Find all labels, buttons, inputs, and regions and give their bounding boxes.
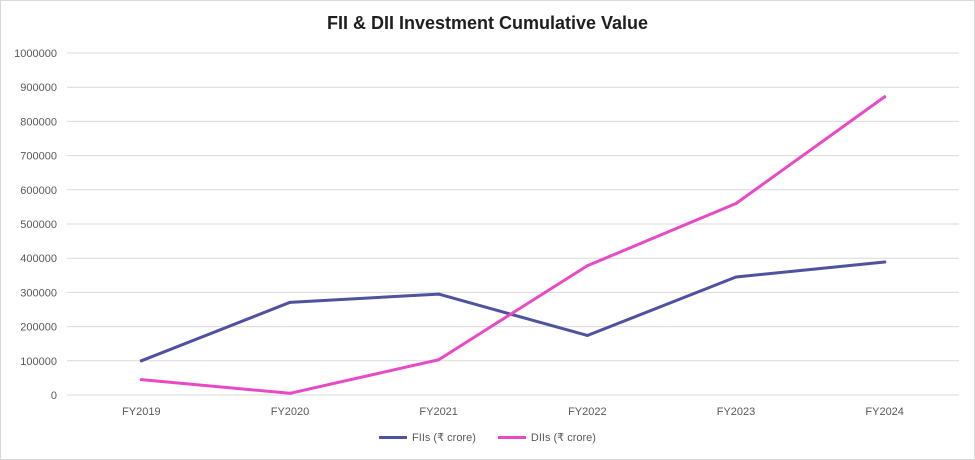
data-point (585, 333, 589, 337)
x-tick-label: FY2023 (717, 406, 756, 418)
y-tick-label: 0 (51, 390, 57, 402)
series-line-diis (139, 95, 887, 395)
x-tick-label: FY2024 (865, 406, 904, 418)
y-tick-label: 300000 (20, 287, 57, 299)
y-tick-label: 200000 (20, 322, 57, 334)
legend: FIIs (₹ crore) DIIs (₹ crore) (1, 431, 974, 444)
x-tick-label: FY2022 (568, 406, 607, 418)
gridlines (67, 52, 959, 396)
data-point (288, 300, 292, 304)
x-axis-tick-labels: FY2019 FY2020 FY2021 FY2022 FY2023 FY2024 (122, 406, 904, 418)
data-point (585, 264, 589, 268)
legend-label: DIIs (₹ crore) (530, 432, 596, 444)
x-tick-label: FY2019 (122, 406, 161, 418)
x-tick-label: FY2021 (419, 406, 458, 418)
y-tick-label: 100000 (20, 356, 57, 368)
y-tick-label: 800000 (20, 116, 57, 128)
data-point (734, 275, 738, 279)
data-point (288, 391, 292, 395)
chart-title: FII & DII Investment Cumulative Value (326, 13, 649, 33)
data-point (883, 260, 887, 264)
legend-label: FIIs (₹ crore) (412, 432, 476, 444)
y-tick-label: 700000 (20, 151, 57, 163)
series-line-fiis (139, 260, 887, 363)
data-point (734, 201, 738, 205)
legend-swatch (379, 436, 408, 439)
y-axis-tick-labels: 0 100000 200000 300000 400000 500000 600000 700… (14, 48, 57, 402)
x-tick-label: FY2020 (271, 406, 310, 418)
legend-item: DIIs (₹ crore) (497, 431, 596, 444)
y-tick-label: 600000 (20, 185, 57, 197)
y-tick-label: 900000 (20, 82, 57, 94)
legend-swatch (497, 436, 526, 439)
series-lines (139, 95, 887, 395)
data-point (139, 378, 143, 382)
data-point (437, 358, 441, 362)
y-tick-label: 400000 (20, 253, 57, 265)
data-point (437, 292, 441, 296)
data-point (139, 359, 143, 363)
legend-item: FIIs (₹ crore) (379, 431, 476, 444)
data-point (883, 95, 887, 99)
y-tick-label: 1000000 (14, 48, 57, 60)
y-tick-label: 500000 (20, 219, 57, 231)
